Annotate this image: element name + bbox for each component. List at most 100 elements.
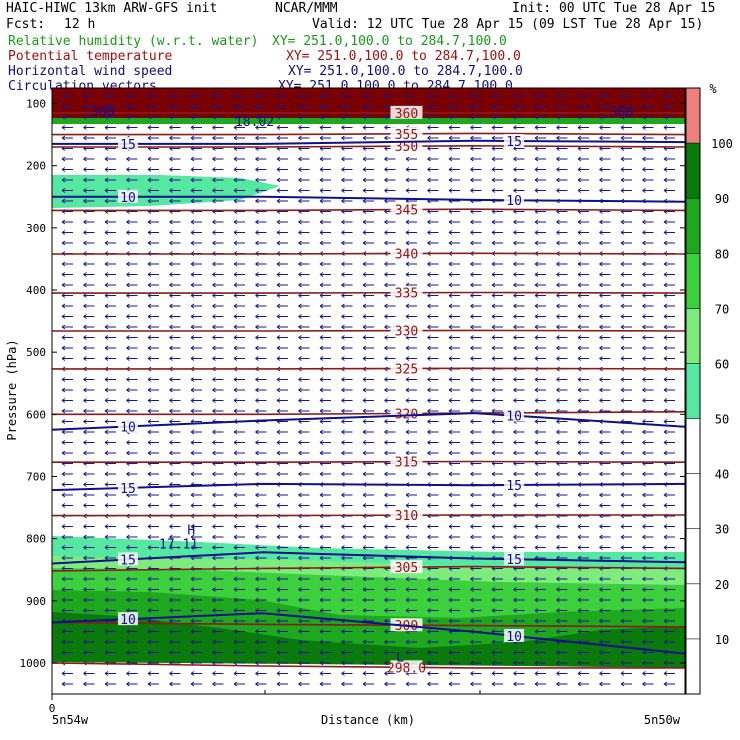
wind-vector [83, 377, 95, 382]
wind-vector [427, 671, 439, 676]
wind-vector [147, 639, 159, 645]
y-tick-label-800: 800 [26, 533, 46, 546]
wind-vector [534, 440, 546, 445]
wind-vector [405, 503, 417, 508]
wind-vector [620, 293, 632, 298]
wind-vector [362, 188, 374, 193]
wind-vector [620, 177, 632, 183]
wind-vector [556, 650, 568, 655]
wind-vector [384, 398, 396, 403]
theta-label-355: 355 [395, 128, 418, 143]
wind-vector [319, 230, 331, 235]
wind-vector [341, 534, 353, 540]
wind-vector [427, 272, 439, 277]
wind-vector [147, 492, 159, 498]
wind-vector [427, 324, 439, 330]
wind-vector [362, 492, 374, 498]
wind-vector [577, 356, 589, 361]
rh-band-top-green [52, 118, 685, 124]
wind-vector [255, 198, 267, 204]
wind-vector [362, 587, 374, 592]
wind-vector [276, 177, 288, 183]
wind-vector [405, 387, 417, 393]
wind-vector [190, 356, 202, 361]
wind-vector [276, 503, 288, 508]
wind-vector [663, 93, 675, 99]
wind-vector [147, 167, 159, 172]
wind-vector [470, 135, 482, 141]
wind-vector [448, 419, 460, 424]
wind-vector [341, 219, 353, 225]
wind-vector [61, 114, 73, 120]
wind-vector [663, 419, 675, 424]
wind-vector [83, 650, 95, 655]
wind-vector [126, 650, 138, 655]
wind-vector [233, 125, 245, 130]
wind-vector [470, 104, 482, 109]
wind-vector [104, 524, 116, 529]
wind-vector [61, 230, 73, 235]
wind-vector [620, 356, 632, 361]
wind-vector [255, 629, 267, 634]
wind-vector [61, 429, 73, 435]
wind-vector [255, 272, 267, 277]
wind-vector [362, 198, 374, 204]
wind-vector [104, 450, 116, 456]
wind-vector [83, 324, 95, 330]
wind-vector [104, 681, 116, 687]
wind-vector [126, 545, 138, 550]
wind-vector [491, 671, 503, 676]
speed-line-2 [52, 412, 685, 431]
wind-vector [147, 387, 159, 393]
wind-vector [448, 114, 460, 120]
wind-vector [470, 93, 482, 99]
wind-vector [534, 219, 546, 225]
wind-vector [319, 534, 331, 540]
wind-vector [169, 282, 181, 288]
wind-vector [190, 188, 202, 193]
wind-vector [599, 429, 611, 435]
wind-vector [255, 471, 267, 477]
wind-vector [362, 125, 374, 130]
wind-vector [212, 408, 224, 414]
wind-vector [126, 324, 138, 330]
wind-vector [448, 335, 460, 340]
speed-line-4 [52, 551, 685, 565]
wind-vector [470, 419, 482, 424]
wind-vector [448, 471, 460, 477]
wind-vector [298, 671, 310, 676]
wind-vector [362, 177, 374, 183]
wind-vector [212, 230, 224, 235]
wind-vector [147, 314, 159, 319]
wind-vector [104, 671, 116, 676]
wind-vector [663, 534, 675, 540]
wind-vector [298, 681, 310, 687]
colorbar-tick-label-90: 90 [715, 192, 729, 206]
wind-vector [233, 156, 245, 162]
wind-vector [642, 681, 654, 687]
wind-vector [448, 576, 460, 582]
wind-vector [556, 293, 568, 298]
wind-vector [104, 377, 116, 382]
wind-vector [341, 135, 353, 141]
wind-vector [126, 356, 138, 361]
wind-vector [61, 639, 73, 645]
wind-vector [513, 587, 525, 592]
wind-vector [276, 93, 288, 99]
wind-vector [620, 597, 632, 603]
wind-vector [255, 282, 267, 288]
wind-vector [276, 618, 288, 624]
wind-vector [212, 356, 224, 361]
wind-vector [448, 524, 460, 529]
wind-vector [126, 261, 138, 267]
wind-vector [255, 597, 267, 603]
wind-vector [470, 534, 482, 540]
wind-vector [642, 177, 654, 183]
wind-vector [104, 282, 116, 288]
wind-vector [362, 408, 374, 414]
wind-vector [126, 639, 138, 645]
wind-vector [298, 167, 310, 172]
wind-vector [448, 93, 460, 99]
wind-vector [341, 114, 353, 120]
wind-vector [427, 377, 439, 382]
